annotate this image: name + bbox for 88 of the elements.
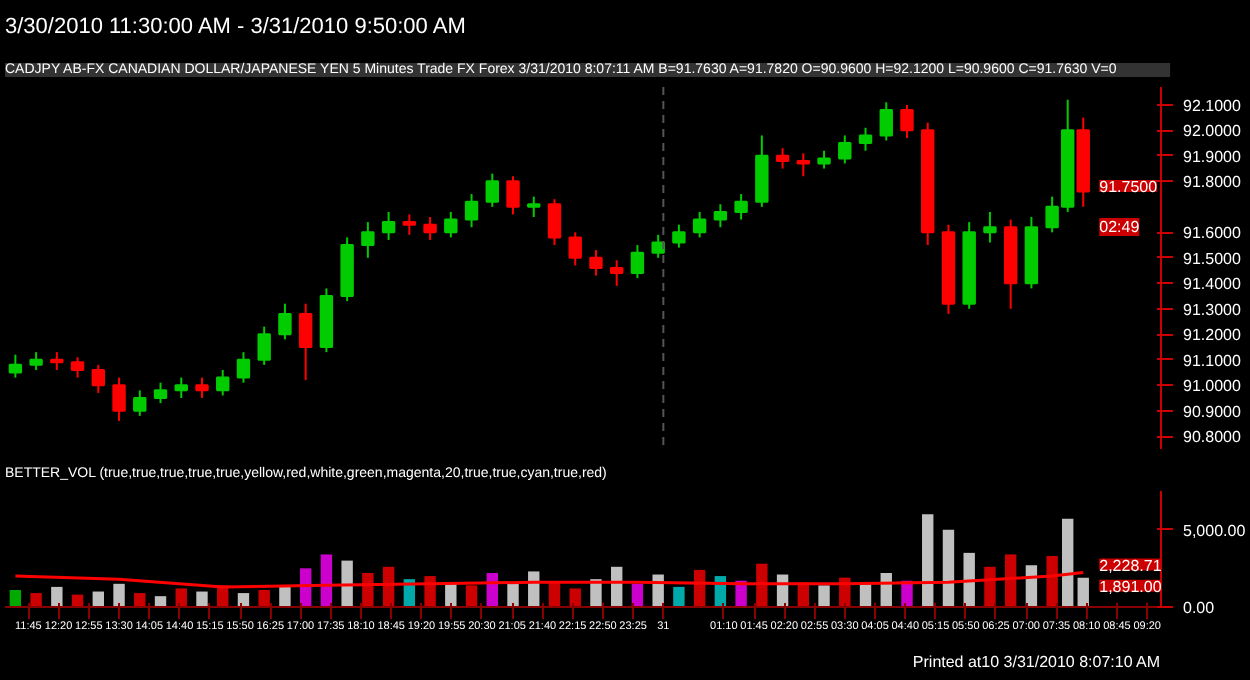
bar <box>341 560 353 607</box>
bar <box>963 552 975 607</box>
candlestick <box>630 244 645 280</box>
bar <box>922 514 934 607</box>
candlestick <box>713 203 728 229</box>
bar <box>984 566 996 607</box>
candlestick <box>983 210 997 244</box>
y-tick-label: 92.1000 <box>1183 96 1242 115</box>
candlestick <box>692 210 707 239</box>
bar <box>196 591 208 607</box>
bar <box>569 588 581 607</box>
annotation: 2,228.71 <box>1099 556 1163 575</box>
y-tick-label: 91.4000 <box>1183 275 1242 294</box>
bar <box>51 586 63 607</box>
candlestick <box>278 302 292 341</box>
y-tick-label: 91.6000 <box>1183 224 1242 243</box>
bar <box>1046 555 1058 607</box>
y-tick-label: 90.8000 <box>1183 428 1242 447</box>
bar <box>818 585 830 607</box>
candlestick <box>609 259 624 287</box>
candlestick <box>112 376 126 422</box>
bar <box>424 576 436 607</box>
candlestick <box>70 356 85 379</box>
candlestick <box>174 376 188 400</box>
candlestick <box>755 134 769 208</box>
bar <box>30 593 42 607</box>
bar <box>465 585 478 607</box>
bar <box>258 589 270 607</box>
candlestick <box>153 381 168 405</box>
candlestick <box>775 147 790 170</box>
candlestick <box>796 152 811 178</box>
y-tick-label: 92.0000 <box>1183 122 1242 141</box>
bar <box>113 583 125 607</box>
y-tick-label: 5,000.00 <box>1183 521 1247 540</box>
candlestick <box>734 193 748 221</box>
candlestick <box>547 198 562 247</box>
y-tick-label: 91.8000 <box>1183 173 1242 192</box>
annotation: 91.7500 <box>1099 178 1159 197</box>
bar <box>1077 577 1089 607</box>
candlestick <box>133 389 147 417</box>
bar <box>362 572 374 607</box>
candlestick <box>216 368 230 397</box>
candlestick <box>464 193 479 229</box>
bar <box>673 586 685 607</box>
candlestick <box>236 351 251 384</box>
candlestick <box>672 223 686 249</box>
candlestick <box>900 103 914 139</box>
candlestick <box>381 210 396 241</box>
candlestick <box>485 172 499 208</box>
candlestick <box>506 175 520 216</box>
bar <box>1061 518 1074 607</box>
candlestick <box>91 363 106 394</box>
candlestick <box>402 213 417 236</box>
y-tick-label: 91.5000 <box>1183 249 1242 268</box>
candlestick <box>298 302 313 382</box>
candlestick <box>527 195 541 219</box>
candlestick <box>444 210 458 239</box>
candlestick <box>651 233 665 259</box>
candlestick <box>568 231 582 267</box>
bar <box>756 563 768 607</box>
annotation: 1,891.00 <box>1099 577 1163 596</box>
y-tick-label: 0.00 <box>1183 599 1216 617</box>
bar <box>9 589 22 607</box>
candlestick <box>879 101 893 142</box>
line-series <box>13 571 1085 589</box>
y-tick-label: 91.3000 <box>1183 300 1242 319</box>
bar <box>175 588 187 607</box>
bar <box>942 529 955 607</box>
bar <box>507 583 519 607</box>
bar <box>1004 554 1017 607</box>
y-tick-label: 91.2000 <box>1183 326 1242 345</box>
y-tick-label: 91.9000 <box>1183 147 1242 166</box>
candlestick <box>838 134 852 165</box>
annotation: 02:49 <box>1099 218 1141 237</box>
bar <box>134 593 146 607</box>
candlestick <box>361 221 375 259</box>
chart-title: 3/30/2010 11:30:00 AM - 3/31/2010 9:50:00 AM <box>5 15 466 39</box>
y-tick-label: 91.0000 <box>1183 377 1242 396</box>
candlestick <box>423 216 437 241</box>
candlestick <box>858 126 873 152</box>
text: Printed at10 3/31/2010 8:07:10 AM <box>912 653 1161 671</box>
candlestick <box>8 353 23 379</box>
y-tick-label: 91.1000 <box>1183 351 1242 370</box>
bar <box>279 586 291 607</box>
y-tick-label: 90.9000 <box>1183 402 1242 421</box>
candlestick <box>257 325 271 366</box>
candlestick <box>589 249 603 277</box>
candlestick <box>195 376 209 400</box>
